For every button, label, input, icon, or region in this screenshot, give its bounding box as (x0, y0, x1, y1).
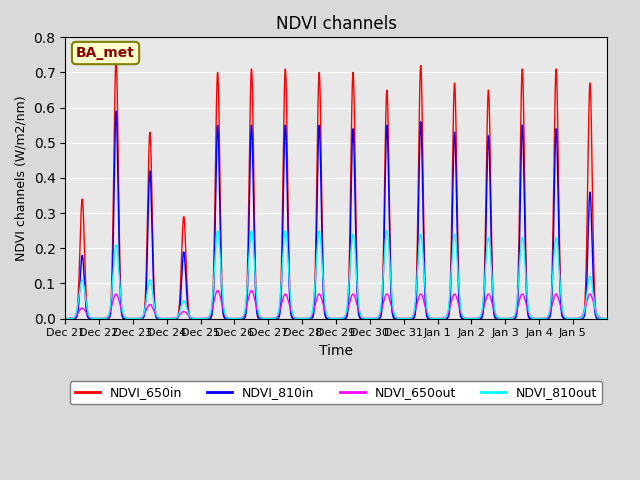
NDVI_810in (112, 108, 120, 114)
NDVI_650out (61, 316, 69, 322)
NDVI_810out (214, 228, 221, 234)
Line: NDVI_810out: NDVI_810out (65, 231, 607, 319)
NDVI_810out (520, 249, 528, 254)
Text: BA_met: BA_met (76, 46, 135, 60)
X-axis label: Time: Time (319, 344, 353, 358)
NDVI_650in (61, 316, 69, 322)
NDVI_650out (172, 315, 180, 321)
NDVI_650out (214, 288, 221, 293)
Title: NDVI channels: NDVI channels (275, 15, 397, 33)
NDVI_810in (520, 189, 528, 194)
NDVI_810out (172, 315, 180, 321)
NDVI_810in (603, 316, 611, 322)
NDVI_650in (520, 141, 528, 147)
NDVI_650out (453, 296, 461, 302)
Line: NDVI_650in: NDVI_650in (65, 59, 607, 319)
NDVI_650out (603, 316, 611, 322)
NDVI_650in (172, 315, 180, 321)
NDVI_650in (112, 56, 120, 61)
Y-axis label: NDVI channels (W/m2/nm): NDVI channels (W/m2/nm) (15, 95, 28, 261)
NDVI_650in (406, 316, 413, 322)
NDVI_810in (61, 316, 69, 322)
NDVI_810out (61, 316, 69, 322)
NDVI_650out (488, 299, 495, 304)
Line: NDVI_650out: NDVI_650out (65, 290, 607, 319)
NDVI_810in (406, 316, 413, 322)
NDVI_810in (453, 230, 461, 236)
NDVI_650in (453, 195, 461, 201)
NDVI_810out (597, 316, 605, 322)
NDVI_810out (453, 256, 461, 262)
NDVI_810out (603, 316, 611, 322)
Line: NDVI_810in: NDVI_810in (65, 111, 607, 319)
NDVI_650out (406, 315, 413, 321)
NDVI_650out (520, 294, 528, 300)
Legend: NDVI_650in, NDVI_810in, NDVI_650out, NDVI_810out: NDVI_650in, NDVI_810in, NDVI_650out, NDV… (70, 381, 602, 404)
NDVI_650in (597, 316, 605, 322)
NDVI_810in (488, 264, 495, 269)
NDVI_810out (488, 269, 495, 275)
NDVI_650out (597, 315, 605, 321)
NDVI_810out (406, 316, 413, 322)
NDVI_650in (603, 316, 611, 322)
NDVI_810in (597, 316, 605, 322)
NDVI_810in (172, 316, 180, 322)
NDVI_650in (488, 237, 495, 243)
